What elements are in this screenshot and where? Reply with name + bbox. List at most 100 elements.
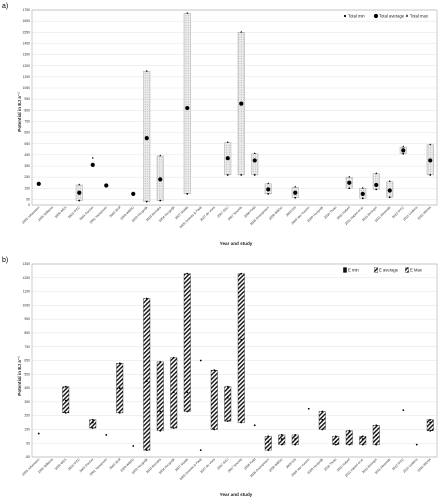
panel-a-max-point: [226, 141, 229, 143]
panel-a-average-point: [266, 187, 271, 192]
panel-a-ytick-label: 550: [24, 142, 30, 146]
panel-b-min-point: [172, 427, 175, 429]
panel-a-ylabel: Potential in EJ a⁻¹: [17, 92, 22, 132]
panel-a-max-point: [91, 156, 94, 159]
panel-b-min-point: [429, 429, 432, 432]
panel-b-max-point: [213, 369, 216, 372]
panel-b-max-point: [145, 297, 148, 300]
panel-b-category-label: 2003 Wolf: [109, 457, 122, 470]
panel-b-max-point: [294, 434, 297, 436]
panel-b-ytick-label: 450: [24, 386, 30, 390]
panel-b-average-point: [267, 440, 270, 443]
panel-b-max-point: [280, 434, 283, 436]
panel-a-average-point: [374, 182, 379, 188]
panel-a-ytick-label: 950: [24, 97, 30, 101]
panel-a-max-point: [348, 175, 351, 178]
panel-b-range-bar: [224, 386, 232, 422]
panel-b-ytick-label: 1250: [22, 276, 30, 280]
panel-b-max-point: [118, 362, 121, 365]
panel-b-ytick-label: 850: [24, 331, 30, 335]
panel-a-ytick-label: 650: [24, 131, 30, 135]
panel-a-ytick-label: 1350: [22, 53, 30, 57]
panel-a-average-point: [428, 158, 433, 163]
panel-a-legend-marker: [343, 14, 347, 18]
panel-b-max-point: [267, 435, 270, 438]
panel-b-min-point: [186, 410, 189, 413]
panel-b-max-point: [321, 410, 324, 413]
panel-a-min-point: [375, 188, 378, 191]
panel-a-ytick-label: 1650: [22, 19, 30, 23]
panel-a-category-label: 2016 IRENA: [417, 205, 433, 221]
panel-a-min-point: [402, 152, 405, 155]
panel-a-max-point: [361, 186, 364, 189]
panel-a-average-point: [90, 162, 95, 167]
panel-a: a) 050 150 250 350 450 550 650 750 850 950 1050 115…: [2, 3, 438, 246]
panel-a-max-point: [253, 152, 256, 155]
panel-a-category-label: 2015 Leidens: [402, 205, 419, 222]
panel-b-min-point: [64, 411, 67, 414]
panel-b-ytick-label: 550: [24, 372, 30, 376]
panel-a-category-label: 1993 Johansson: [21, 205, 41, 225]
panel-b-average-point: [321, 418, 324, 421]
panel-b-max-point: [64, 385, 67, 388]
panel-a-average-point: [77, 190, 82, 195]
panel-b-ytick-label: 750: [24, 345, 30, 349]
panel-a-max-point: [429, 143, 432, 146]
panel-b-legend-label: E Max: [410, 267, 423, 272]
panel-a-average-point: [131, 191, 136, 196]
panel-a-average-point: [239, 101, 244, 106]
panel-a-ytick-label: 150: [24, 186, 30, 190]
panel-b-range-bar: [345, 430, 353, 445]
panel-a-min-point: [159, 199, 162, 202]
panel-a-average-point: [225, 156, 230, 161]
panel-a-min-point: [429, 174, 432, 176]
panel-b-average-point: [186, 391, 189, 394]
panel-a-min-point: [294, 196, 297, 199]
panel-a-ytick-label: 1150: [23, 75, 30, 79]
panel-b-range-bar: [426, 419, 434, 431]
panel-a-ytick-label: 0: [28, 203, 30, 207]
panel-b-max-point: [172, 356, 175, 359]
panel-b-max-point: [159, 360, 162, 363]
panel-a-max-point: [267, 182, 270, 185]
panel-b-min-point: [199, 449, 202, 452]
panel-b-max-point: [361, 435, 364, 438]
panel-b-ytick-label: 350: [24, 400, 30, 404]
panel-a-xlabel: Year and study: [220, 241, 253, 246]
panel-a-ytick-label: 750: [24, 120, 30, 124]
panel-b-range-bar: [89, 419, 97, 429]
panel-b-max-point: [91, 418, 94, 421]
panel-a-plot: 050 150 250 350 450 550 650 750 850 950 1050 1150 12…: [21, 8, 438, 229]
panel-b-min-point: [375, 443, 378, 446]
panel-a-min-point: [253, 174, 256, 176]
panel-b-max-point: [348, 429, 351, 432]
panel-b-category-label: 2000 WEA: [54, 457, 68, 471]
panel-b-average-point: [334, 440, 337, 443]
panel-b-average-point: [429, 421, 432, 424]
panel-a-max-point: [78, 183, 81, 186]
panel-b-range-bar: [143, 298, 151, 451]
panel-b-average-point: [361, 438, 364, 440]
panel-a-average-point: [387, 188, 392, 193]
panel-a-average-point: [185, 105, 190, 111]
panel-b-legend-label: E min: [348, 267, 359, 272]
panel-b-average-point: [375, 434, 378, 436]
panel-b-average-point: [348, 435, 351, 438]
panel-a-max-point: [159, 154, 162, 157]
panel-a-category-label: 2009 Erb: [285, 205, 297, 217]
panel-a-frame: [31, 9, 438, 206]
panel-b-min-point: [280, 443, 283, 446]
panel-b-category-label: 2015 Leidens: [402, 457, 419, 474]
panel-a-legend-marker: [373, 13, 379, 19]
panel-a-category-label: 2008 WBGU: [268, 205, 284, 221]
panel-a-average-point: [144, 136, 149, 141]
panel-a-ytick-label: 50: [26, 198, 30, 202]
panel-b-max-point: [226, 385, 229, 388]
panel-a-min-point: [145, 200, 148, 203]
panel-a-average-point: [401, 148, 406, 153]
panel-b-min-point: [294, 443, 297, 446]
panel-a-ytick-label: 1750: [22, 8, 30, 12]
panel-b-min-point: [415, 443, 418, 446]
panel-a-legend-label: Total average: [379, 13, 405, 18]
panel-b-max-point: [186, 272, 189, 275]
